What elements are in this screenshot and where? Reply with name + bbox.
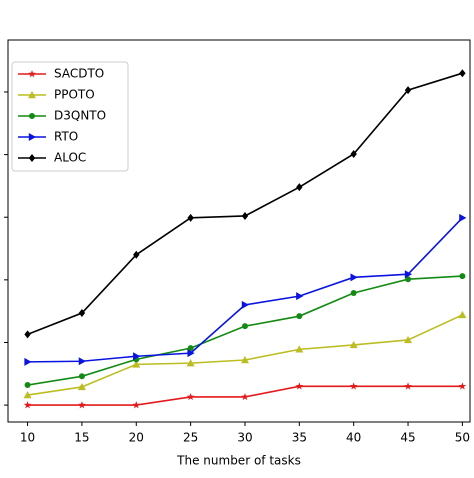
marker [24, 382, 31, 389]
marker [296, 183, 303, 192]
marker [296, 313, 303, 320]
marker [404, 86, 412, 95]
marker [349, 382, 358, 390]
legend-marker [29, 113, 35, 119]
marker [404, 270, 413, 279]
marker [23, 391, 32, 399]
marker [458, 382, 467, 390]
legend-marker [28, 70, 36, 78]
x-tick-label: 20 [129, 431, 144, 445]
legend-label: RTO [54, 130, 78, 144]
marker [459, 273, 466, 280]
marker [186, 359, 195, 367]
marker [187, 349, 195, 358]
marker [296, 292, 304, 301]
legend-label: D3QNTO [54, 109, 106, 123]
marker [187, 345, 194, 352]
marker [132, 360, 141, 368]
marker [295, 382, 304, 390]
marker [23, 401, 32, 409]
marker [24, 357, 32, 366]
legend-marker [28, 91, 36, 99]
legend-marker [28, 133, 36, 141]
marker [78, 373, 85, 380]
x-axis-label: The number of tasks [176, 454, 301, 468]
marker [24, 330, 31, 339]
marker [77, 382, 86, 391]
series-line [27, 275, 463, 386]
legend-marker [28, 154, 36, 162]
marker [241, 392, 249, 401]
x-tick-label: 30 [237, 431, 252, 445]
legend-label: ALOC [54, 151, 86, 165]
x-tick-label: 15 [74, 431, 89, 445]
marker [241, 211, 249, 220]
plot-frame [7, 39, 471, 423]
marker [349, 340, 358, 349]
marker [78, 309, 86, 318]
x-tick-label: 25 [183, 431, 198, 445]
marker [186, 392, 195, 401]
marker [187, 213, 194, 222]
marker [132, 401, 141, 409]
marker [78, 357, 86, 366]
marker [240, 356, 249, 364]
marker [241, 323, 248, 330]
marker [295, 345, 304, 353]
marker [133, 250, 140, 259]
marker [133, 352, 141, 361]
x-tick-label: 35 [292, 431, 307, 445]
x-tick-label: 50 [455, 431, 470, 445]
legend-label: PPOTO [54, 88, 95, 102]
marker [350, 149, 357, 158]
marker [459, 69, 466, 78]
x-tick-label: 10 [20, 431, 35, 445]
marker [241, 300, 249, 309]
x-tick-label: 45 [400, 431, 415, 445]
marker [405, 276, 412, 283]
marker [404, 382, 412, 390]
x-tick-label: 40 [346, 431, 361, 445]
legend-box [11, 61, 129, 172]
marker [350, 289, 357, 296]
marker [459, 213, 467, 222]
marker [404, 335, 413, 344]
marker [78, 401, 86, 409]
marker [458, 310, 467, 319]
legend-label: SACDTO [54, 67, 104, 81]
marker [350, 273, 358, 282]
